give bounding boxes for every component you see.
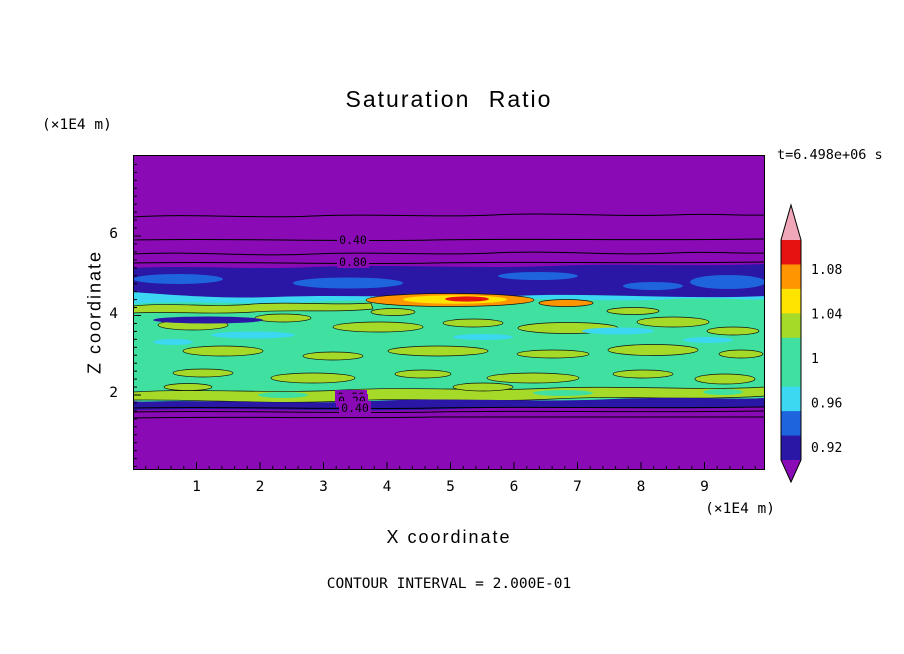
colorbar-label: 0.96 [811, 397, 842, 412]
x-axis-unit: (×1E4 m) [575, 501, 775, 517]
x-tick-label: 9 [691, 479, 719, 495]
navy-streak [153, 317, 263, 324]
colorbar: 1.08 1.04 1 0.96 0.92 [775, 200, 900, 500]
y-tick-label: 2 [86, 385, 118, 401]
contour-plot: 0.400.800.800.200.40 [133, 155, 765, 470]
x-tick-label: 1 [183, 479, 211, 495]
colorbar-label: 1.08 [811, 263, 842, 278]
page-title: Saturation Ratio [133, 86, 765, 113]
x-tick-label: 5 [437, 479, 465, 495]
x-tick-label: 6 [500, 479, 528, 495]
colorbar-label: 1.04 [811, 308, 842, 323]
y-tick-label: 4 [86, 306, 118, 322]
x-tick-label: 3 [310, 479, 338, 495]
x-tick-label: 2 [246, 479, 274, 495]
svg-text:0.80: 0.80 [339, 255, 367, 269]
time-annotation: t=6.498e+06 s [777, 147, 883, 163]
x-tick-label: 4 [373, 479, 401, 495]
y-tick-label: 6 [86, 226, 118, 242]
navy-band [133, 264, 765, 298]
svg-text:0.40: 0.40 [341, 401, 369, 415]
colorbar-label: 1 [811, 352, 819, 367]
x-tick-label: 8 [627, 479, 655, 495]
svg-text:0.40: 0.40 [339, 233, 367, 247]
figure: Saturation Ratio (×1E4 m) t=6.498e+06 s … [0, 0, 904, 654]
colorbar-label: 0.92 [811, 441, 842, 456]
x-axis-label: X coordinate [133, 527, 765, 548]
contour-interval-label: CONTOUR INTERVAL = 2.000E-01 [133, 576, 765, 592]
y-axis-unit: (×1E4 m) [42, 117, 112, 133]
x-tick-label: 7 [564, 479, 592, 495]
